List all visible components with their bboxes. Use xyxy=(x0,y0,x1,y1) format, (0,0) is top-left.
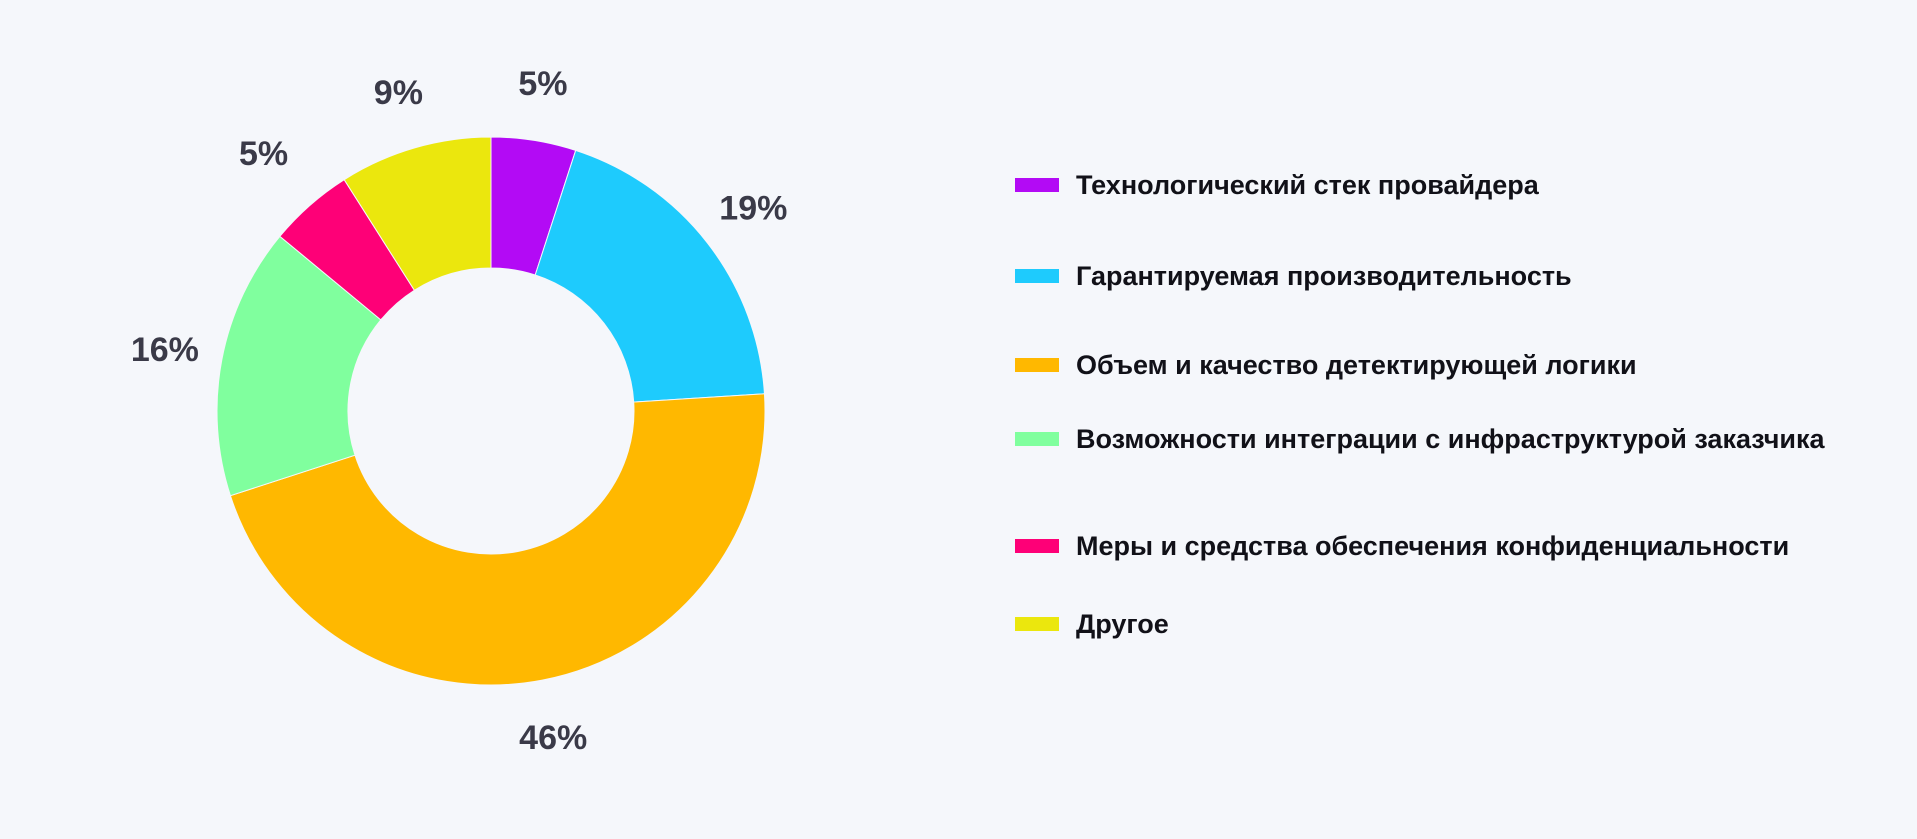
percent-label-other: 9% xyxy=(374,74,423,112)
legend-item-performance: Гарантируемая производительность xyxy=(1015,259,1572,293)
legend-swatch-integration xyxy=(1015,432,1059,446)
legend-label-detection-logic: Объем и качество детектирующей логики xyxy=(1076,350,1637,380)
slice-performance xyxy=(534,149,765,403)
percent-label-confidentiality: 5% xyxy=(239,135,288,173)
percent-label-tech-stack: 5% xyxy=(518,65,567,103)
legend-swatch-tech-stack xyxy=(1015,178,1059,192)
legend-item-confidentiality: Меры и средства обеспечения конфиденциал… xyxy=(1015,529,1789,563)
legend-item-integration: Возможности интеграции с инфраструктурой… xyxy=(1015,422,1825,456)
slice-other xyxy=(343,136,492,291)
slice-integration xyxy=(216,235,382,497)
legend-label-confidentiality: Меры и средства обеспечения конфиденциал… xyxy=(1076,531,1790,561)
legend-item-detection-logic: Объем и качество детектирующей логики xyxy=(1015,348,1637,382)
legend-swatch-performance xyxy=(1015,269,1059,283)
legend-label-other: Другое xyxy=(1076,609,1169,639)
percent-labels: 5% 19% 46% 16% 5% 9% xyxy=(131,65,788,757)
percent-label-detection-logic: 46% xyxy=(519,719,587,757)
legend-item-other: Другое xyxy=(1015,607,1169,641)
percent-label-integration: 16% xyxy=(131,331,199,369)
legend-label-performance: Гарантируемая производительность xyxy=(1076,261,1572,291)
legend-swatch-confidentiality xyxy=(1015,539,1059,553)
donut-chart: 5% 19% 46% 16% 5% 9% xyxy=(131,65,788,757)
legend-swatch-other xyxy=(1015,617,1059,631)
legend-label-tech-stack: Технологический стек провайдера xyxy=(1076,170,1539,200)
legend-item-tech-stack: Технологический стек провайдера xyxy=(1015,168,1539,202)
legend-swatch-detection-logic xyxy=(1015,358,1059,372)
slice-detection-logic xyxy=(229,393,766,686)
donut-slices xyxy=(216,136,766,686)
percent-label-performance: 19% xyxy=(719,190,787,228)
legend-label-integration: Возможности интеграции с инфраструктурой… xyxy=(1076,424,1825,454)
